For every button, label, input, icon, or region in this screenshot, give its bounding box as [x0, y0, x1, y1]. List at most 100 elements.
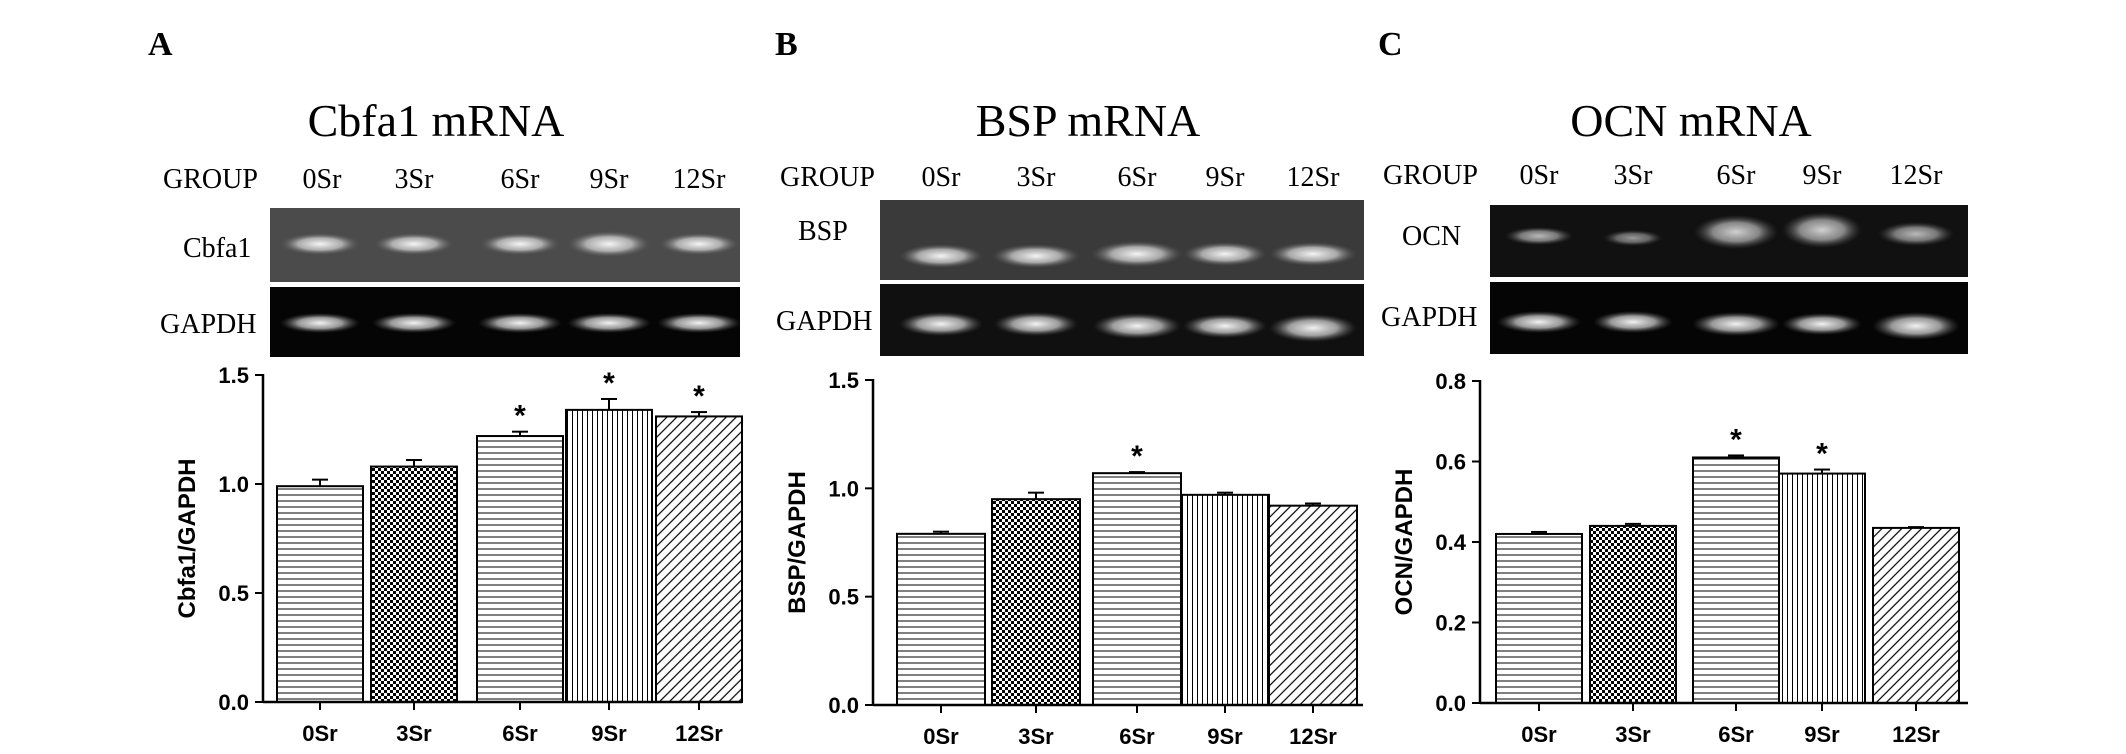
- y-tick-label: 1.0: [218, 472, 249, 497]
- gel-band: [994, 312, 1078, 336]
- gel-band: [899, 244, 983, 268]
- y-axis-label: BSP/GAPDH: [784, 471, 811, 614]
- bar: [1180, 493, 1270, 707]
- gel-row-label: GAPDH: [776, 306, 872, 337]
- gel-band: [1782, 313, 1862, 335]
- x-tick-label: 3Sr: [1018, 724, 1054, 749]
- gel-group-label: GROUP: [163, 164, 258, 195]
- bar: [896, 532, 986, 706]
- bar: [1778, 472, 1866, 705]
- gel-band: [899, 312, 983, 336]
- gel-row-label: OCN: [1402, 221, 1461, 252]
- gel-header: GROUP 0Sr 3Sr 6Sr 9Sr 12Sr: [1383, 160, 1943, 191]
- x-tick-label: 12Sr: [1892, 722, 1940, 747]
- x-tick-label: 9Sr: [591, 721, 627, 746]
- gel-row-label: BSP: [798, 216, 848, 247]
- gel-lane-label: 3Sr: [395, 164, 435, 195]
- bar: [565, 408, 653, 703]
- bar: [991, 498, 1081, 706]
- x-tick-label: 3Sr: [396, 721, 432, 746]
- gel-band: [1694, 215, 1778, 249]
- x-tick-label: 3Sr: [1615, 722, 1651, 747]
- panel-letter: C: [1378, 26, 1403, 63]
- gel-lane-label: 0Sr: [1520, 160, 1560, 191]
- y-tick-label: 1.5: [218, 363, 249, 388]
- y-tick-label: 0.0: [218, 690, 249, 715]
- gel-band: [992, 244, 1080, 268]
- bar: [1268, 504, 1358, 706]
- significance-marker: *: [1131, 440, 1143, 473]
- panel-letter: A: [148, 26, 173, 63]
- bar: [1495, 532, 1583, 705]
- gel-lane-label: 9Sr: [1803, 160, 1843, 191]
- gel-band: [659, 233, 739, 255]
- gel-band: [1093, 313, 1181, 339]
- y-tick-label: 0.4: [1435, 530, 1466, 555]
- gel-band: [372, 313, 456, 333]
- gel-band: [1183, 314, 1267, 338]
- gel-lane-label: 9Sr: [590, 164, 630, 195]
- bar: [655, 415, 743, 703]
- significance-marker: *: [603, 367, 615, 400]
- x-tick-label: 6Sr: [1718, 722, 1754, 747]
- bar-chart: 0Sr 3Sr * 6Sr 9Sr 12Sr 0.0 0.5 1.0 1.5 BSP/GAPDH: [784, 368, 1363, 749]
- panel-letter: B: [775, 26, 798, 63]
- significance-marker: *: [1816, 438, 1828, 471]
- bar: [370, 465, 458, 703]
- gel-row-label: GAPDH: [1381, 302, 1477, 333]
- panel-c: C OCN mRNA GROUP 0Sr 3Sr 6Sr 9Sr 12Sr OC…: [1378, 26, 1968, 747]
- panel-title: OCN mRNA: [1570, 95, 1812, 146]
- gel-lane-label: 6Sr: [1118, 162, 1158, 193]
- gel-band: [374, 233, 454, 255]
- gel-band: [1593, 311, 1673, 333]
- x-tick-label: 0Sr: [1521, 722, 1557, 747]
- gel-lane-label: 9Sr: [1206, 162, 1246, 193]
- panel-b: B BSP mRNA GROUP 0Sr 3Sr 6Sr 9Sr 12Sr BS…: [775, 26, 1364, 749]
- gel-strip-target: [880, 200, 1364, 280]
- bar-chart: 0Sr 3Sr * 6Sr * 9Sr * 12Sr 0.0 0.5 1.0 1.5 Cbfa1/GAP…: [174, 363, 743, 746]
- x-tick-label: 6Sr: [502, 721, 538, 746]
- bar: [476, 435, 564, 703]
- bar: [1092, 472, 1182, 706]
- y-tick-label: 0.5: [828, 585, 859, 610]
- gel-band: [1091, 241, 1183, 267]
- gel-image: [880, 200, 1364, 356]
- bar: [1589, 524, 1677, 705]
- gel-row-label: Cbfa1: [183, 233, 251, 264]
- gel-band: [1269, 242, 1357, 266]
- gel-lane-label: 12Sr: [1287, 162, 1341, 193]
- gel-band: [1183, 242, 1267, 266]
- y-tick-label: 0.2: [1435, 611, 1466, 636]
- gel-band: [567, 313, 651, 333]
- gel-row-label: GAPDH: [160, 309, 256, 340]
- gel-image: [270, 208, 741, 357]
- gel-header: GROUP 0Sr 3Sr 6Sr 9Sr 12Sr: [163, 164, 726, 195]
- gel-band: [1603, 230, 1663, 246]
- y-tick-label: 1.0: [828, 476, 859, 501]
- y-tick-label: 0.6: [1435, 450, 1466, 475]
- gel-band: [1497, 311, 1581, 333]
- gel-band: [1782, 212, 1862, 248]
- x-tick-label: 12Sr: [1289, 724, 1337, 749]
- y-tick-label: 0.0: [828, 693, 859, 718]
- x-tick-label: 0Sr: [302, 721, 338, 746]
- significance-marker: *: [514, 400, 526, 433]
- y-axis-label: OCN/GAPDH: [1391, 469, 1418, 616]
- bar: [1872, 526, 1960, 704]
- gel-band: [1269, 314, 1357, 342]
- gel-band: [657, 313, 741, 333]
- gel-lane-label: 12Sr: [673, 164, 727, 195]
- gel-lane-label: 6Sr: [501, 164, 541, 195]
- x-tick-label: 9Sr: [1207, 724, 1243, 749]
- gel-group-label: GROUP: [780, 162, 875, 193]
- gel-band: [280, 313, 360, 333]
- bar: [1692, 456, 1780, 704]
- gel-band: [1878, 222, 1954, 246]
- significance-marker: *: [1730, 423, 1742, 456]
- x-tick-label: 0Sr: [923, 724, 959, 749]
- gel-band: [480, 233, 560, 255]
- gel-lane-label: 12Sr: [1890, 160, 1944, 191]
- gel-band: [478, 313, 562, 333]
- y-tick-label: 0.5: [218, 581, 249, 606]
